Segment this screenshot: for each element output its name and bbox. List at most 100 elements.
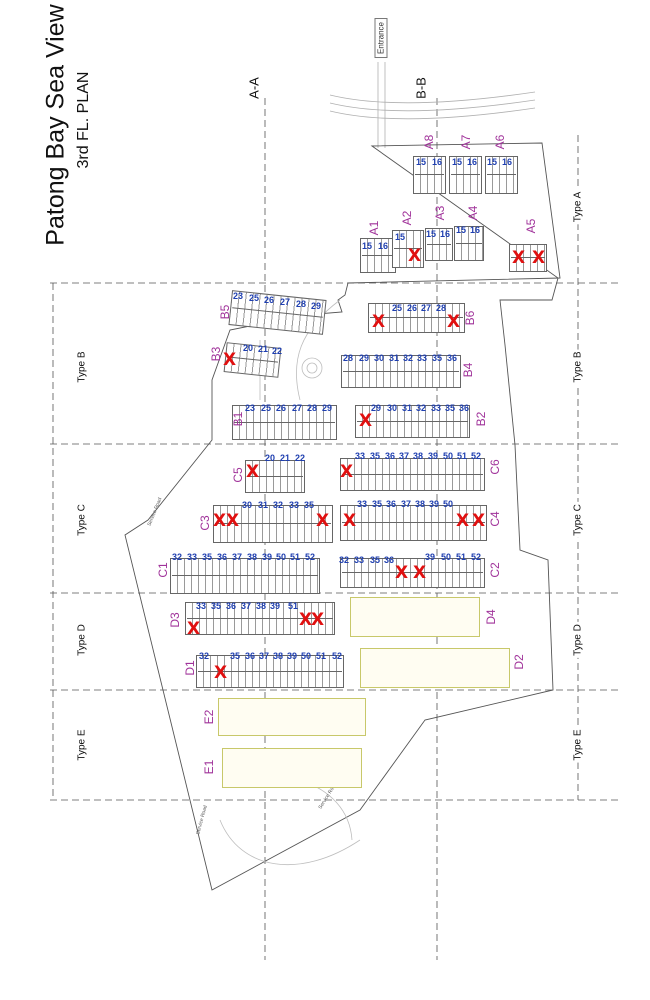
block-label-a3: A3 [433,205,447,221]
unit-number: 15 [487,157,498,167]
block-label-b6: B6 [463,310,477,326]
unit-number: 39 [429,499,440,509]
unit-number: 32 [403,353,414,363]
block-label-b4: B4 [461,362,475,378]
sold-unit-marker: X [246,462,260,482]
unit-number: 37 [401,499,412,509]
unit-number: 28 [436,303,447,313]
sold-unit-marker: X [226,511,240,531]
building-block-c4 [340,505,487,541]
unit-number: 35 [370,555,381,565]
unit-number: 32 [199,651,210,661]
block-label-c6: C6 [488,459,502,475]
building-block-c2 [340,558,485,588]
plot-d4 [350,597,480,637]
unit-number: 16 [378,241,389,251]
type-label-b-left: Type B [76,349,88,385]
unit-number: 25 [261,403,272,413]
building-block-a8 [413,156,446,194]
building-block-b1 [232,405,337,440]
unit-number: 28 [296,299,307,309]
unit-number: 33 [355,451,366,461]
building-block-b2 [355,405,470,438]
unit-number: 29 [311,301,322,311]
unit-number: 30 [374,353,385,363]
unit-number: 39 [262,552,273,562]
unit-number: 52 [471,552,482,562]
type-label-b-right: Type B [572,349,584,385]
block-label-a5: A5 [524,218,538,234]
unit-number: 37 [259,651,270,661]
unit-number: 51 [316,651,327,661]
unit-number: 16 [502,157,513,167]
unit-number: 35 [230,651,241,661]
block-label-a4: A4 [466,205,480,221]
unit-number: 50 [441,552,452,562]
sold-unit-marker: X [340,462,354,482]
unit-number: 29 [371,403,382,413]
unit-number: 36 [459,403,470,413]
unit-number: 16 [440,229,451,239]
building-block-a3 [425,228,453,261]
building-block-d3 [185,602,335,635]
unit-number: 22 [295,453,306,463]
unit-number: 15 [456,225,467,235]
unit-number: 52 [471,451,482,461]
sold-unit-marker: X [532,248,546,268]
unit-number: 30 [387,403,398,413]
plot-e2 [218,698,366,736]
unit-number: 27 [421,303,432,313]
unit-number: 33 [187,552,198,562]
sold-unit-marker: X [413,563,427,583]
unit-number: 51 [290,552,301,562]
unit-number: 50 [443,451,454,461]
unit-number: 52 [305,552,316,562]
type-label-e-left: Type E [76,727,88,763]
plot-d2 [360,648,510,688]
block-label-c1: C1 [156,562,170,578]
sold-unit-marker: X [299,610,313,630]
unit-number: 35 [445,403,456,413]
unit-number: 15 [416,157,427,167]
building-block-a5 [509,244,547,272]
unit-number: 35 [370,451,381,461]
unit-number: 26 [407,303,418,313]
unit-number: 33 [354,555,365,565]
sold-unit-marker: X [316,511,330,531]
unit-number: 38 [273,651,284,661]
block-label-d3: D3 [168,612,182,628]
unit-number: 28 [343,353,354,363]
block-label-a7: A7 [459,134,473,150]
unit-number: 27 [292,403,303,413]
unit-number: 33 [431,403,442,413]
sold-unit-marker: X [359,411,373,431]
section-label-aa: A-A [246,77,262,99]
type-label-c-right: Type C [572,502,584,538]
unit-number: 36 [447,353,458,363]
sold-unit-marker: X [456,511,470,531]
plot-e1 [222,748,362,788]
block-label-a8: A8 [422,134,436,150]
unit-number: 38 [413,451,424,461]
unit-number: 25 [392,303,403,313]
block-label-b3: B3 [209,346,223,362]
unit-number: 15 [452,157,463,167]
unit-number: 36 [226,601,237,611]
unit-number: 33 [417,353,428,363]
unit-number: 26 [276,403,287,413]
type-label-d-left: Type D [76,622,88,658]
building-block-b4 [341,355,461,388]
unit-number: 33 [196,601,207,611]
unit-number: 38 [247,552,258,562]
unit-number: 36 [385,451,396,461]
unit-number: 30 [242,500,253,510]
unit-number: 31 [389,353,400,363]
unit-number: 35 [304,500,315,510]
unit-number: 51 [457,451,468,461]
building-block-c3 [213,505,333,543]
unit-number: 38 [256,601,267,611]
sold-unit-marker: X [214,663,228,683]
type-label-a-right: Type A [572,189,584,225]
unit-number: 21 [258,344,269,354]
unit-number: 35 [211,601,222,611]
